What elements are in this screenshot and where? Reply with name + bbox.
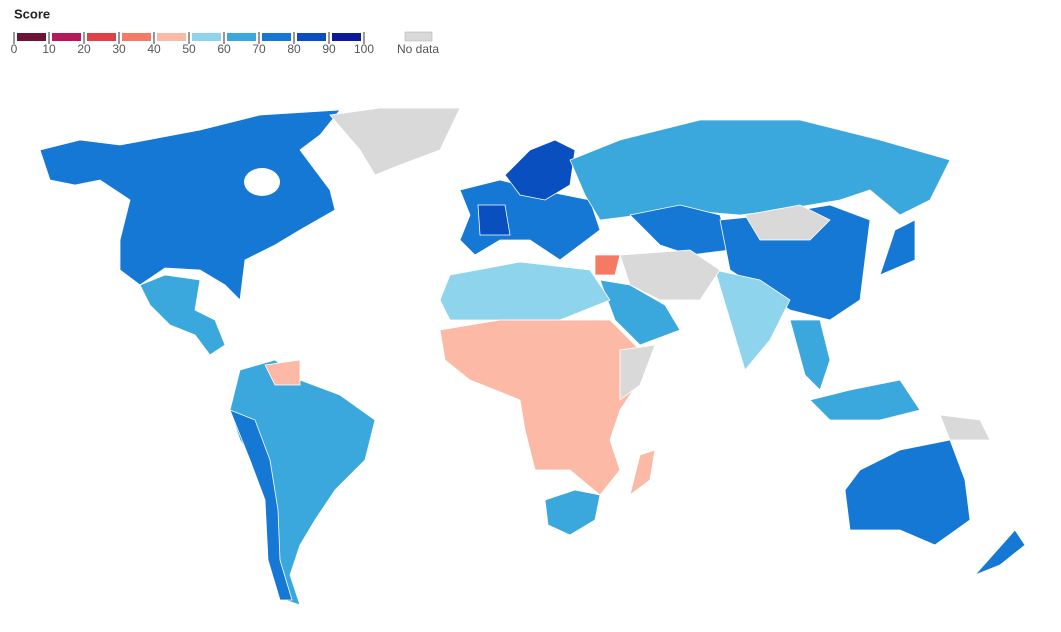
- legend-tick-label: 10: [42, 42, 56, 56]
- legend-tick-label: 60: [217, 42, 231, 56]
- country-region: [329, 107, 461, 176]
- country-region: [789, 319, 831, 391]
- legend-tick-label: 0: [11, 42, 18, 56]
- legend-tick-label: 100: [354, 42, 374, 56]
- country-region: [809, 379, 921, 421]
- hudson-bay: [244, 168, 280, 196]
- legend-tick-label: 30: [112, 42, 126, 56]
- country-region: [974, 529, 1026, 576]
- country-region: [229, 359, 376, 606]
- country-region: [439, 261, 611, 321]
- country-region: [714, 269, 791, 371]
- country-region: [264, 359, 301, 386]
- country-region: [879, 219, 916, 276]
- country-region: [139, 274, 226, 356]
- country-region: [569, 119, 951, 221]
- country-region: [844, 439, 971, 546]
- legend-tick-label: 80: [287, 42, 301, 56]
- legend-swatch: [297, 33, 326, 41]
- country-region: [619, 344, 656, 401]
- country-region: [544, 489, 601, 536]
- legend-swatch: [332, 33, 361, 41]
- legend-tick-label: 20: [77, 42, 91, 56]
- legend-title: Score: [14, 6, 50, 21]
- legend-swatch: [192, 33, 221, 41]
- country-region: [229, 409, 293, 601]
- legend-swatch: [52, 33, 81, 41]
- legend-tick-label: 70: [252, 42, 266, 56]
- legend-tick-label: 50: [182, 42, 196, 56]
- country-region: [439, 319, 641, 496]
- legend-swatch: [227, 33, 256, 41]
- country-region: [599, 279, 681, 346]
- country-region: [504, 139, 576, 201]
- legend-tick-label: 90: [322, 42, 336, 56]
- legend-swatch: [87, 33, 116, 41]
- country-region: [477, 204, 511, 236]
- country-region: [939, 414, 991, 441]
- legend-swatch: [122, 33, 151, 41]
- legend-swatch: [262, 33, 291, 41]
- no-data-label: No data: [397, 42, 439, 56]
- legend-swatch: [157, 33, 186, 41]
- legend: Score 0 10 20 30 40 50 60 70 80 90 100 No data: [11, 6, 440, 56]
- no-data-swatch: [404, 31, 433, 42]
- country-region: [39, 109, 341, 301]
- legend-swatch: [17, 33, 46, 41]
- country-region: [744, 204, 831, 241]
- world-map: [39, 107, 1026, 606]
- legend-tick-label: 40: [147, 42, 161, 56]
- country-region: [629, 449, 656, 496]
- country-region: [594, 254, 621, 276]
